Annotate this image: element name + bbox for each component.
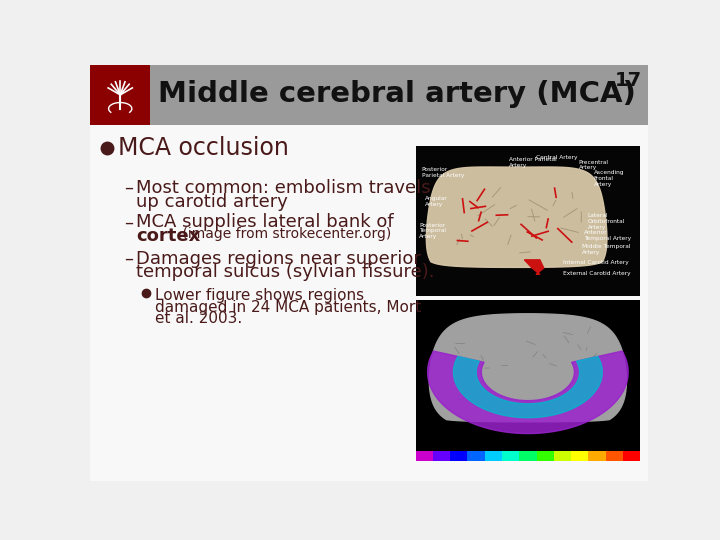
Text: External Carotid Artery: External Carotid Artery bbox=[563, 271, 631, 276]
Bar bbox=[588, 450, 606, 461]
Text: Most common: embolism travels: Most common: embolism travels bbox=[137, 179, 431, 197]
Text: Middle Temporal
Artery: Middle Temporal Artery bbox=[582, 244, 631, 255]
Polygon shape bbox=[426, 167, 607, 267]
Bar bbox=[571, 450, 588, 461]
Bar bbox=[415, 146, 640, 296]
Text: Anterior Parietal
Artery: Anterior Parietal Artery bbox=[509, 157, 557, 168]
Text: up carotid artery: up carotid artery bbox=[137, 193, 289, 211]
Text: et al. 2003.: et al. 2003. bbox=[155, 311, 243, 326]
Text: cortex: cortex bbox=[137, 227, 201, 245]
Text: Ascending
Frontal
Artery: Ascending Frontal Artery bbox=[594, 170, 624, 187]
Bar bbox=[90, 125, 648, 481]
Text: damaged in 24 MCA patients, Mort: damaged in 24 MCA patients, Mort bbox=[155, 300, 421, 315]
Text: –: – bbox=[124, 213, 133, 232]
Text: Angular
Artery: Angular Artery bbox=[425, 195, 448, 206]
Bar bbox=[502, 450, 519, 461]
Text: Damages regions near superior: Damages regions near superior bbox=[137, 249, 421, 268]
Text: temporal sulcus (sylvian fissure).: temporal sulcus (sylvian fissure). bbox=[137, 264, 435, 281]
Text: Lower figure shows regions: Lower figure shows regions bbox=[155, 288, 364, 303]
Bar bbox=[90, 65, 648, 125]
Bar bbox=[554, 450, 571, 461]
Text: Internal Carotid Artery: Internal Carotid Artery bbox=[563, 260, 629, 265]
Text: Lateral
Orbitofrontal
Artery: Lateral Orbitofrontal Artery bbox=[588, 213, 625, 230]
Bar bbox=[467, 450, 485, 461]
Bar bbox=[450, 450, 467, 461]
Text: Precentral
Artery: Precentral Artery bbox=[579, 159, 608, 170]
Text: Posterior
Parietal Artery: Posterior Parietal Artery bbox=[422, 167, 464, 178]
Polygon shape bbox=[524, 260, 544, 274]
Bar bbox=[415, 300, 640, 461]
Polygon shape bbox=[428, 351, 628, 434]
Bar bbox=[433, 450, 450, 461]
Text: Central Artery: Central Artery bbox=[536, 155, 577, 160]
Bar bbox=[623, 450, 640, 461]
Text: –: – bbox=[124, 249, 133, 268]
Bar bbox=[606, 450, 623, 461]
Text: Middle cerebral artery (MCA): Middle cerebral artery (MCA) bbox=[158, 80, 636, 108]
Bar bbox=[536, 450, 554, 461]
Bar bbox=[415, 450, 433, 461]
Polygon shape bbox=[454, 356, 603, 418]
Text: Posterior
Temporal
Artery: Posterior Temporal Artery bbox=[419, 222, 446, 239]
Text: MCA supplies lateral bank of: MCA supplies lateral bank of bbox=[137, 213, 394, 232]
Bar bbox=[519, 450, 536, 461]
Text: –: – bbox=[124, 179, 133, 197]
Bar bbox=[90, 65, 150, 125]
Polygon shape bbox=[429, 314, 626, 422]
Text: MCA occlusion: MCA occlusion bbox=[118, 136, 289, 160]
Text: 17: 17 bbox=[615, 71, 642, 90]
Bar bbox=[485, 450, 502, 461]
Text: (image from strokecenter.org): (image from strokecenter.org) bbox=[178, 227, 391, 241]
Text: Anterior
Temporal Artery: Anterior Temporal Artery bbox=[585, 231, 631, 241]
